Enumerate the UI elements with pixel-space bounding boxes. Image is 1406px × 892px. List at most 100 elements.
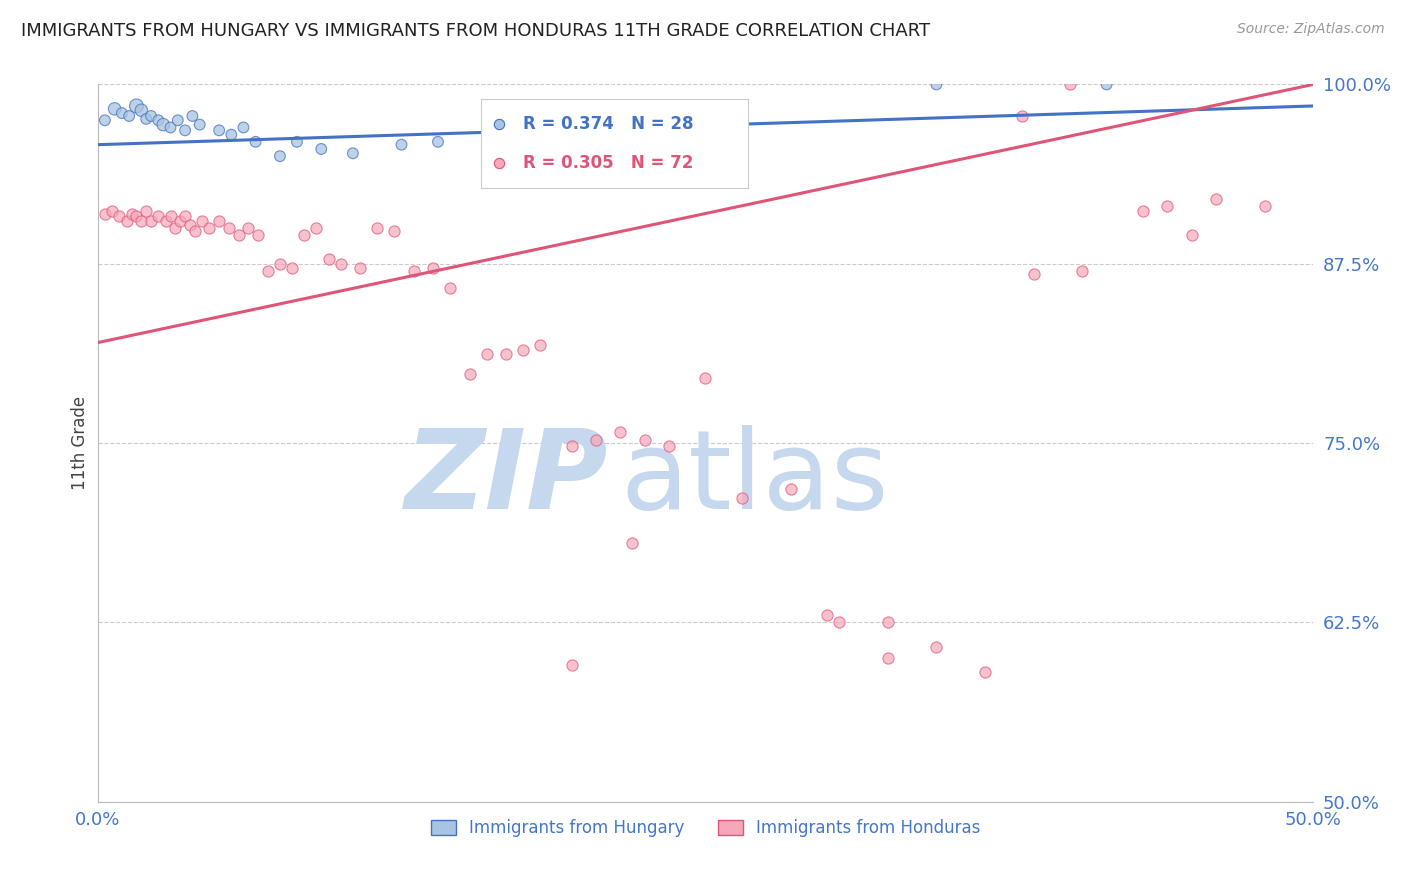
Point [155,213,177,227]
Point [1011,109,1033,123]
Point [1253,199,1275,213]
Point [495,347,517,361]
Point [115,213,138,227]
Point [125,210,148,224]
Point [245,135,267,149]
Point [1095,78,1118,92]
Point [561,658,583,673]
Point [366,220,388,235]
Point [166,113,188,128]
Point [1181,227,1204,242]
Point [247,227,270,242]
Point [427,135,450,149]
Text: Source: ZipAtlas.com: Source: ZipAtlas.com [1237,22,1385,37]
Point [305,220,328,235]
Point [152,118,174,132]
Point [731,491,754,505]
Point [208,213,231,227]
Point [238,220,260,235]
Point [402,264,425,278]
Point [228,227,250,242]
Point [159,120,181,135]
Point [256,264,278,278]
Point [111,106,134,120]
Point [585,137,607,152]
Point [876,615,898,630]
Point [94,113,117,128]
Point [382,224,405,238]
Point [232,120,254,135]
Point [475,347,498,361]
Point [131,213,153,227]
Point [139,109,162,123]
Point [135,112,157,126]
Point [1132,203,1154,218]
Text: IMMIGRANTS FROM HUNGARY VS IMMIGRANTS FROM HONDURAS 11TH GRADE CORRELATION CHART: IMMIGRANTS FROM HUNGARY VS IMMIGRANTS FR… [21,22,931,40]
Y-axis label: 11th Grade: 11th Grade [72,396,89,490]
Point [104,102,127,116]
Point [309,142,332,156]
Legend: Immigrants from Hungary, Immigrants from Honduras: Immigrants from Hungary, Immigrants from… [423,812,987,844]
Point [269,257,291,271]
Point [191,213,214,227]
Point [108,210,131,224]
Point [439,281,461,295]
Point [422,260,444,275]
Point [118,109,141,123]
Point [925,640,948,654]
Point [148,113,170,128]
Point [135,203,157,218]
Point [148,210,170,224]
Point [458,367,481,381]
Point [561,439,583,453]
Point [208,123,231,137]
Point [101,203,124,218]
Point [815,608,838,623]
Point [159,210,181,224]
Text: ZIP: ZIP [405,425,609,533]
Point [174,210,197,224]
Point [179,218,201,232]
Text: atlas: atlas [620,425,889,533]
Point [349,260,371,275]
Point [876,651,898,665]
Point [529,338,551,352]
Point [925,78,948,92]
Point [184,224,207,238]
Point [1071,264,1094,278]
Point [512,343,534,357]
Point [169,213,191,227]
Point [221,128,243,142]
Point [188,118,211,132]
Point [391,137,413,152]
Point [633,433,655,447]
Point [94,206,117,220]
Point [121,206,143,220]
Point [621,536,644,550]
Point [292,227,315,242]
Point [125,99,148,113]
Point [318,252,340,267]
Point [269,149,291,163]
Point [779,482,801,496]
Point [609,425,631,439]
Point [165,220,187,235]
Point [139,213,162,227]
Point [1022,267,1045,281]
Point [695,371,717,385]
Point [285,135,308,149]
Point [828,615,851,630]
Point [281,260,304,275]
Point [658,439,681,453]
Point [131,103,153,118]
Point [181,109,204,123]
Point [198,220,221,235]
Point [974,665,997,680]
Point [1205,192,1227,206]
Point [1059,78,1081,92]
Point [342,146,364,161]
Point [1156,199,1178,213]
Point [329,257,352,271]
Point [585,433,607,447]
Point [174,123,197,137]
